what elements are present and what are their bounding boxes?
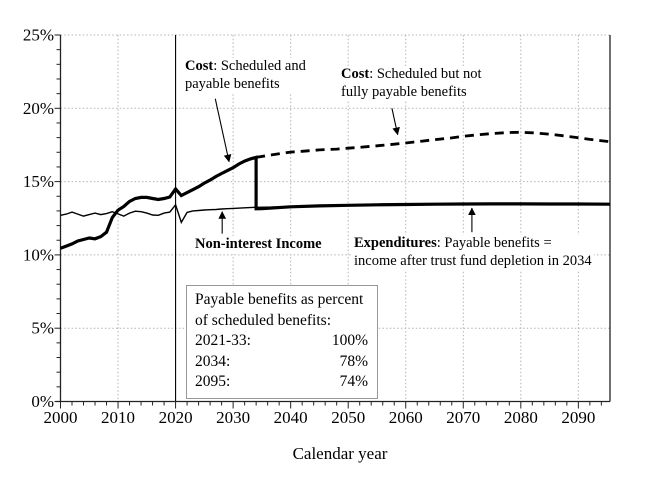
y-tick-label: 5%	[31, 319, 54, 338]
cost-payable-label-line1: Cost: Scheduled and	[185, 58, 306, 76]
x-axis-title: Calendar year	[292, 444, 388, 463]
payable-row-value: 78%	[339, 352, 368, 370]
annotation-arrow	[391, 108, 400, 136]
payable-row-label: 2095:	[195, 373, 231, 390]
cost-payable-label-bold: Cost	[185, 58, 214, 74]
payable-box-title-line2: of scheduled benefits:	[195, 311, 332, 329]
x-tick-label: 2050	[331, 408, 365, 427]
payable-row-label: 2021-33:	[195, 332, 251, 349]
cost-scheduled-label-line1: Cost: Scheduled but not	[341, 66, 482, 84]
non-interest-income-label: Non-interest Income	[193, 236, 324, 254]
y-tick-label: 25%	[23, 26, 54, 45]
cost-payable-label: Cost: Scheduled and payable benefits	[183, 58, 308, 93]
x-tick-label: 2060	[389, 408, 423, 427]
payable-benefits-box: Payable benefits as percent of scheduled…	[186, 285, 378, 399]
payable-box-title-line1: Payable benefits as percent	[195, 291, 364, 308]
payable-row-value: 74%	[339, 373, 368, 390]
x-tick-label: 2040	[274, 408, 308, 427]
annotation-arrow	[214, 98, 232, 163]
expenditures-label-line2: income after trust fund depletion in 203…	[354, 252, 592, 269]
cost-scheduled-dashed-line	[255, 130, 611, 159]
expenditures-label: Expenditures: Payable benefits = income …	[352, 235, 594, 270]
cost-scheduled-label-rest: : Scheduled but not	[369, 66, 482, 82]
x-tick-label: 2010	[101, 408, 135, 427]
payable-row-label: 2034:	[195, 352, 231, 370]
y-tick-label: 20%	[23, 99, 54, 118]
payable-row: 2021-33: 100%	[195, 331, 368, 352]
cost-scheduled-label: Cost: Scheduled but not fully payable be…	[339, 66, 484, 101]
x-tick-label: 2080	[504, 408, 538, 427]
x-tick-label: 2070	[446, 408, 480, 427]
x-tick-label: 2090	[561, 408, 595, 427]
y-tick-label: 10%	[23, 245, 54, 264]
expenditures-label-bold: Expenditures	[354, 235, 437, 251]
expenditures-label-rest: : Payable benefits =	[436, 235, 552, 251]
payable-row-value: 100%	[331, 332, 368, 349]
cost-scheduled-label-bold: Cost	[341, 66, 370, 82]
cost-payable-line	[59, 155, 611, 250]
cost-scheduled-label-line2: fully payable benefits	[341, 83, 467, 100]
x-tick-label: 2030	[216, 408, 250, 427]
cost-payable-label-line2: payable benefits	[185, 75, 280, 92]
x-tick-label: 2020	[159, 408, 193, 427]
y-tick-label: 0%	[31, 392, 54, 411]
expenditures-label-line1: Expenditures: Payable benefits =	[354, 235, 592, 253]
payable-row: 2034: 78%	[195, 352, 368, 373]
y-tick-label: 15%	[23, 172, 54, 191]
x-tick-label: 2000	[44, 408, 78, 427]
cost-payable-label-rest: : Scheduled and	[213, 58, 306, 74]
payable-row: 2095: 74%	[195, 372, 368, 393]
